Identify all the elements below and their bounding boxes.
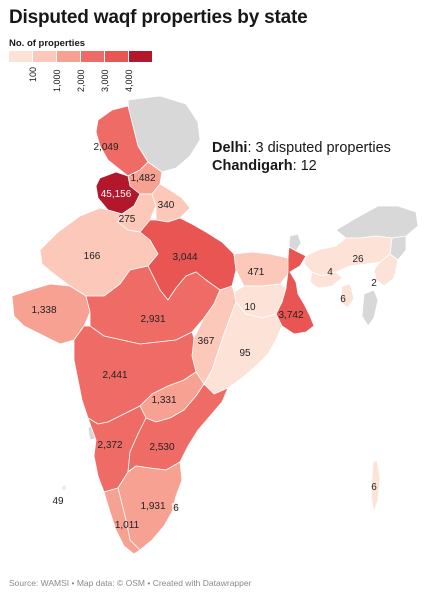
value-label-jammu-kashmir: 2,049 bbox=[93, 142, 118, 153]
region-manipur bbox=[373, 253, 399, 287]
chandigarh-note-value: : 12 bbox=[292, 158, 317, 174]
region-arunachal bbox=[335, 205, 419, 239]
legend-title: No. of properties bbox=[9, 38, 86, 49]
value-label-manipur: 2 bbox=[371, 278, 377, 289]
legend-swatch bbox=[105, 51, 128, 62]
value-label-punjab: 45,156 bbox=[101, 189, 132, 200]
delhi-note: Delhi: 3 disputed properties bbox=[212, 140, 391, 156]
legend-swatches bbox=[9, 51, 153, 62]
value-label-odisha: 95 bbox=[239, 348, 251, 359]
color-legend: 100 1,000 2,000 3,000 4,000 bbox=[9, 51, 153, 92]
value-label-tamil-nadu: 1,931 bbox=[140, 501, 165, 512]
india-map: 2,049 1,482 45,156 275 340 166 3,044 471… bbox=[11, 95, 419, 555]
legend-swatch bbox=[33, 51, 56, 62]
region-puducherry bbox=[171, 501, 179, 512]
map-value-labels: 2,049 1,482 45,156 275 340 166 3,044 471… bbox=[31, 142, 377, 531]
value-label-kerala: 1,011 bbox=[115, 520, 140, 531]
region-meghalaya bbox=[309, 271, 343, 289]
value-label-rajasthan: 166 bbox=[84, 251, 101, 262]
region-tripura bbox=[339, 283, 355, 309]
value-label-assam: 26 bbox=[352, 254, 364, 265]
legend-swatch bbox=[57, 51, 80, 62]
value-label-uttar-pradesh: 3,044 bbox=[172, 252, 197, 263]
value-label-jharkhand: 10 bbox=[244, 302, 256, 313]
value-label-puducherry: 6 bbox=[173, 503, 179, 514]
region-mizoram bbox=[361, 289, 379, 327]
region-lakshadweep bbox=[61, 484, 67, 491]
region-kerala bbox=[103, 487, 141, 555]
map-title: Disputed waqf properties by state bbox=[9, 7, 308, 28]
map-regions bbox=[11, 95, 419, 555]
value-label-maharashtra: 2,441 bbox=[102, 370, 127, 381]
value-label-bihar: 471 bbox=[248, 267, 265, 278]
value-label-uttarakhand: 340 bbox=[158, 200, 175, 211]
region-andaman-nicobar bbox=[370, 459, 381, 513]
value-label-west-bengal: 3,742 bbox=[278, 310, 303, 321]
value-label-andhra-pradesh: 2,530 bbox=[149, 442, 174, 453]
chandigarh-note: Chandigarh: 12 bbox=[212, 158, 317, 174]
value-label-telangana: 1,331 bbox=[151, 395, 176, 406]
value-label-gujarat: 1,338 bbox=[31, 305, 56, 316]
region-odisha bbox=[203, 301, 283, 395]
legend-swatch bbox=[129, 51, 152, 62]
source-credit: Source: WAMSI • Map data: © OSM • Create… bbox=[9, 578, 252, 588]
region-sikkim bbox=[288, 233, 302, 252]
value-label-haryana: 275 bbox=[119, 214, 136, 225]
value-label-madhya-pradesh: 2,931 bbox=[140, 314, 165, 325]
legend-tick-label: 100 bbox=[28, 66, 38, 82]
delhi-note-name: Delhi bbox=[212, 140, 248, 156]
value-label-chhattisgarh: 367 bbox=[198, 336, 215, 347]
region-bihar bbox=[233, 251, 291, 287]
value-label-tripura: 6 bbox=[340, 294, 346, 305]
value-label-lakshadweep: 49 bbox=[52, 496, 64, 507]
chandigarh-note-name: Chandigarh bbox=[212, 158, 293, 174]
legend-swatch bbox=[81, 51, 104, 62]
legend-swatch bbox=[9, 51, 32, 62]
value-label-meghalaya: 4 bbox=[327, 267, 333, 278]
delhi-note-value: : 3 disputed properties bbox=[247, 140, 391, 156]
value-label-karnataka: 2,372 bbox=[97, 440, 122, 451]
value-label-himachal-pradesh: 1,482 bbox=[130, 173, 155, 184]
region-uttarakhand bbox=[151, 183, 191, 223]
value-label-andaman-nicobar: 6 bbox=[371, 482, 377, 493]
